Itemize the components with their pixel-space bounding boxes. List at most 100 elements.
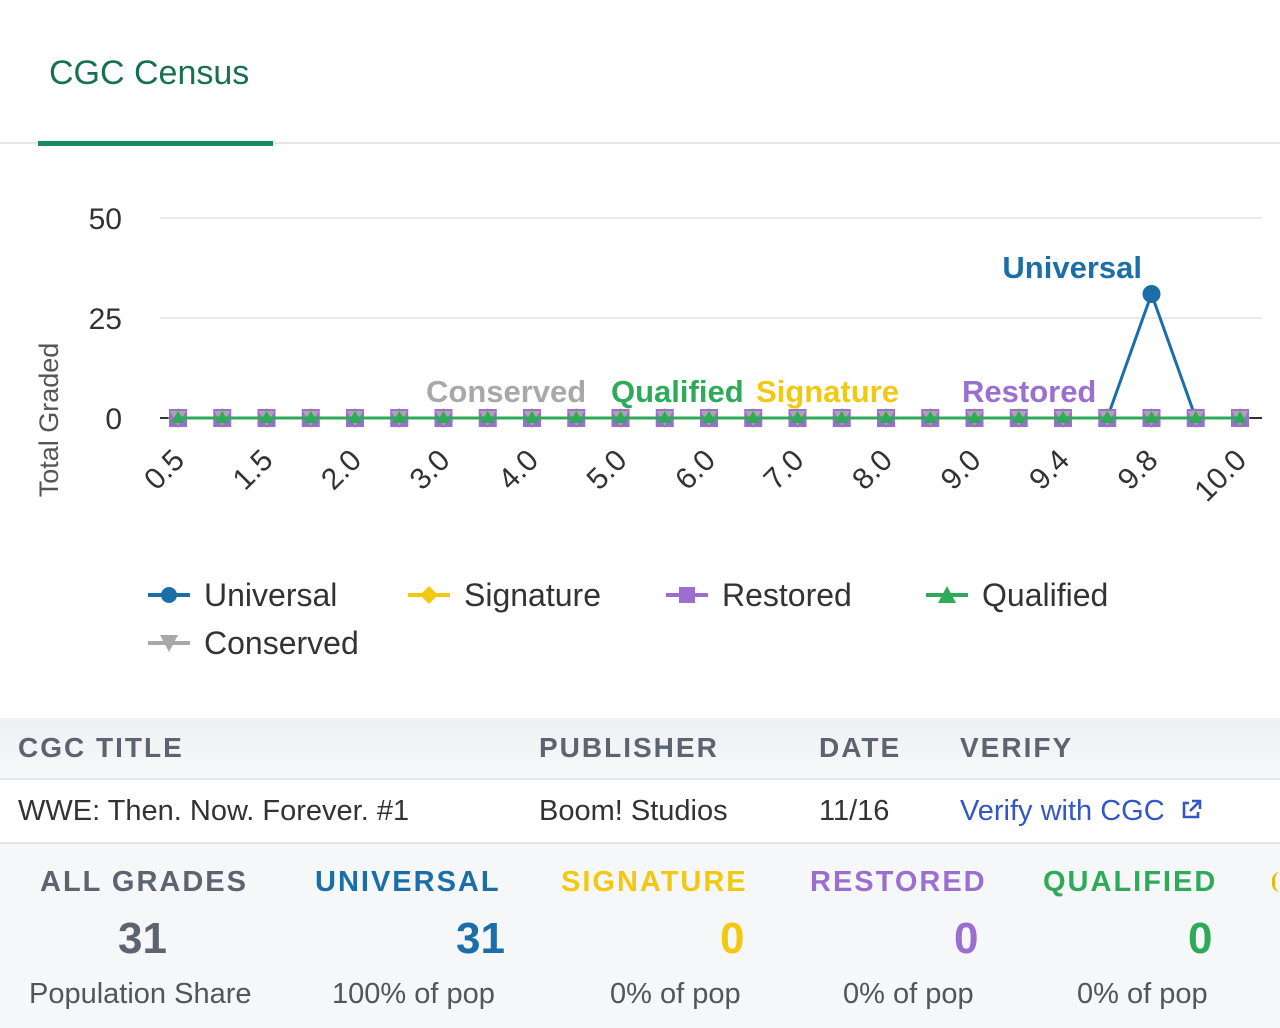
series-annotation: Restored xyxy=(962,374,1096,409)
x-tick-label: 9.4 xyxy=(1023,444,1076,497)
legend-label: Signature xyxy=(464,576,601,613)
legend-item-restored[interactable]: Restored xyxy=(666,572,852,618)
y-tick-label: 25 xyxy=(89,303,122,336)
legend-label: Universal xyxy=(204,576,338,613)
legend-universal-swatch xyxy=(148,587,190,603)
x-tick-label: 4.0 xyxy=(492,444,545,497)
stat-universal-count: 31 xyxy=(456,914,505,963)
qualified-point xyxy=(259,411,274,423)
series-annotation: Signature xyxy=(756,374,899,409)
stat-signature-count: 0 xyxy=(720,914,745,963)
y-tick-label: 50 xyxy=(89,203,122,236)
census-stats: ALL GRADES 31 Population Share UNIVERSAL… xyxy=(0,844,1280,1028)
legend-item-qualified[interactable]: Qualified xyxy=(926,572,1108,618)
qualified-point xyxy=(171,411,185,423)
stat-qualified-share: 0% of pop xyxy=(1077,978,1208,1010)
legend-label: Restored xyxy=(722,576,852,613)
stat-restored-share: 0% of pop xyxy=(843,978,974,1010)
legend-label: Conserved xyxy=(204,624,359,661)
x-tick-label: 7.0 xyxy=(758,444,811,497)
scroll-edge-indicator xyxy=(1272,872,1280,892)
x-tick-label: 9.8 xyxy=(1112,444,1165,497)
y-axis-ticks: 0 25 50 xyxy=(89,203,122,436)
qualified-point xyxy=(1188,411,1203,423)
x-tick-label: 6.0 xyxy=(669,444,722,497)
x-tick-label: 8.0 xyxy=(846,444,899,497)
stat-restored-label: RESTORED xyxy=(810,866,987,898)
qualified-point xyxy=(303,411,318,423)
qualified-point xyxy=(834,411,849,423)
qualified-point xyxy=(702,411,716,423)
qualified-point xyxy=(879,411,893,423)
comic-title: WWE: Then. Now. Forever. #1 xyxy=(18,795,410,827)
qualified-point xyxy=(613,411,628,423)
legend-item-universal[interactable]: Universal xyxy=(148,572,337,618)
x-axis-ticks: 0.5 1.5 2.0 3.0 4.0 5.0 6.0 7.0 8.0 9.0 9.4 9.8 10.0 xyxy=(138,444,1253,509)
table-row: WWE: Then. Now. Forever. #1 Boom! Studio… xyxy=(0,780,1280,844)
qualified-point xyxy=(657,411,672,423)
qualified-point xyxy=(480,411,495,423)
legend-qualified-swatch xyxy=(926,586,968,603)
publisher-name: Boom! Studios xyxy=(539,795,728,827)
x-tick-label: 3.0 xyxy=(404,444,457,497)
chart-annotations: Universal Conserved Qualified Signature Rest… xyxy=(426,250,1142,409)
x-tick-label: 5.0 xyxy=(581,444,634,497)
qualified-point xyxy=(1144,411,1159,423)
col-header-title: CGC TITLE xyxy=(18,732,184,763)
series-annotation: Conserved xyxy=(426,374,586,409)
col-header-verify: VERIFY xyxy=(960,732,1074,763)
qualified-point xyxy=(215,411,230,423)
x-tick-label: 9.0 xyxy=(935,444,988,497)
qualified-point xyxy=(392,411,407,423)
x-tick-label: 0.5 xyxy=(138,444,191,497)
qualified-point xyxy=(1100,411,1115,423)
tab-cgc-census[interactable]: CGC Census xyxy=(38,0,273,146)
qualified-point xyxy=(923,411,938,423)
x-tick-label: 1.5 xyxy=(227,444,280,497)
qualified-point xyxy=(1011,411,1026,423)
tab-active-indicator xyxy=(38,141,273,146)
qualified-point xyxy=(967,411,982,423)
release-date: 11/16 xyxy=(819,795,890,827)
qualified-point xyxy=(525,411,539,423)
legend-restored-swatch xyxy=(666,587,708,603)
census-chart: 0 25 50 Total Graded 0.5 1.5 2.0 3.0 4.0 5.0 6.0… xyxy=(34,203,1262,509)
chart-series xyxy=(168,285,1250,428)
tab-bar: CGC Census xyxy=(0,0,1280,146)
x-tick-label: 2.0 xyxy=(315,444,368,497)
legend-item-conserved[interactable]: Conserved xyxy=(148,620,359,666)
qualified-point xyxy=(1056,411,1070,423)
stat-signature-label: SIGNATURE xyxy=(561,866,748,898)
qualified-point xyxy=(569,411,584,423)
qualified-point xyxy=(790,411,805,423)
col-header-date: DATE xyxy=(819,732,902,763)
stat-all-count: 31 xyxy=(118,914,167,963)
qualified-point xyxy=(746,411,761,423)
stat-qualified-count: 0 xyxy=(1188,914,1213,963)
stat-universal-label: UNIVERSAL xyxy=(315,866,501,898)
series-annotation: Qualified xyxy=(611,374,744,409)
y-tick-label: 0 xyxy=(105,403,122,436)
verify-with-cgc-link[interactable]: Verify with CGC xyxy=(960,795,1203,828)
qualified-point xyxy=(436,411,451,423)
stat-all-label: ALL GRADES xyxy=(40,866,248,898)
y-axis-title: Total Graded xyxy=(34,343,64,498)
qualified-point xyxy=(348,411,362,423)
legend-conserved-swatch xyxy=(148,635,190,652)
legend-signature-swatch xyxy=(408,586,450,604)
verify-link-label: Verify with CGC xyxy=(960,795,1165,827)
stat-universal-share: 100% of pop xyxy=(332,978,495,1010)
stat-signature-share: 0% of pop xyxy=(610,978,741,1010)
qualified-point xyxy=(1233,411,1247,423)
series-annotation: Universal xyxy=(1002,250,1142,285)
universal-point xyxy=(1142,285,1161,303)
stat-restored-count: 0 xyxy=(954,914,979,963)
col-header-publisher: PUBLISHER xyxy=(539,732,719,763)
legend-item-signature[interactable]: Signature xyxy=(408,572,601,618)
external-link-icon xyxy=(1182,799,1202,819)
stat-all-share: Population Share xyxy=(29,978,252,1010)
tab-label: CGC Census xyxy=(49,54,250,92)
table-header: CGC TITLE PUBLISHER DATE VERIFY xyxy=(0,718,1280,780)
legend-label: Qualified xyxy=(982,576,1109,613)
stat-qualified-label: QUALIFIED xyxy=(1043,866,1218,898)
